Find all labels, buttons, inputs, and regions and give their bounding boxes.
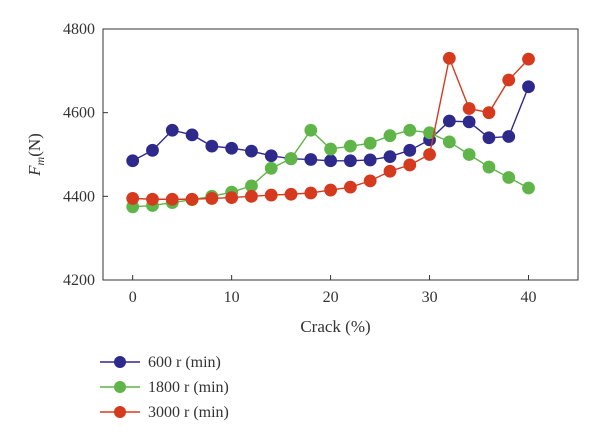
plot-border [102, 28, 579, 281]
data-point [245, 144, 258, 158]
data-point [343, 154, 357, 168]
legend-item: 1800 r (min) [100, 379, 229, 396]
y-tick-label: 4800 [63, 21, 95, 38]
plot-frame [102, 28, 579, 281]
x-axis-title: Crack (%) [300, 317, 370, 336]
data-point [363, 174, 377, 188]
x-tick-label: 10 [224, 289, 240, 306]
data-point [442, 135, 456, 149]
y-axis-title-main: F [25, 165, 44, 177]
legend-marker [114, 406, 126, 418]
data-point [383, 129, 397, 143]
y-axis-title-unit: (N) [25, 133, 44, 157]
data-point [482, 106, 496, 120]
data-point [205, 139, 219, 153]
y-tick-label: 4600 [63, 105, 95, 122]
data-point [324, 183, 338, 197]
data-point [324, 142, 338, 156]
y-tick-label: 4400 [63, 188, 95, 205]
y-axis-title: Fm(N) [25, 133, 47, 177]
data-point [146, 143, 159, 157]
data-point [284, 152, 298, 166]
data-point [324, 154, 338, 168]
data-point [442, 51, 456, 65]
data-point [304, 153, 318, 166]
data-point [343, 139, 357, 153]
data-point [126, 192, 140, 205]
data-point [304, 186, 318, 200]
x-tick-label: 40 [521, 289, 537, 306]
data-point [502, 73, 516, 87]
data-point [146, 192, 159, 206]
data-point [245, 189, 258, 203]
data-point [383, 150, 397, 163]
legend-item: 3000 r (min) [100, 404, 229, 421]
data-point [403, 123, 417, 137]
data-point [522, 80, 535, 94]
series-layer [126, 51, 535, 214]
data-point [442, 114, 456, 128]
data-point [423, 126, 436, 140]
data-point [462, 102, 476, 115]
data-point [522, 52, 535, 66]
data-point [126, 154, 140, 168]
data-point [304, 123, 318, 137]
legend-label: 3000 r (min) [148, 404, 229, 421]
data-point [165, 123, 179, 137]
series-3 [126, 51, 535, 206]
data-point [502, 130, 516, 143]
data-point [225, 191, 239, 204]
data-point [363, 136, 377, 150]
data-point [185, 128, 199, 142]
data-point [205, 192, 219, 205]
y-tick-label: 4200 [63, 272, 95, 289]
data-point [185, 192, 199, 206]
legend-marker [114, 356, 126, 368]
data-point [462, 148, 476, 161]
data-point [383, 164, 397, 178]
data-point [264, 149, 278, 163]
legend-item: 600 r (min) [100, 354, 221, 371]
y-axis-title-sub: m [33, 156, 47, 165]
data-point [363, 153, 377, 167]
data-point [423, 148, 436, 161]
axes: 0 10 20 30 40 4200 4400 4600 4800 Crack (%) Fm(N) [25, 21, 537, 336]
data-point [482, 160, 496, 174]
data-point [264, 188, 278, 202]
x-tick-label: 20 [323, 289, 339, 306]
data-point [462, 115, 476, 129]
legend-marker [114, 381, 126, 393]
data-point [403, 143, 417, 157]
data-point [522, 181, 535, 195]
series-1 [126, 80, 535, 168]
data-point [284, 187, 298, 201]
legend-label: 600 r (min) [148, 354, 221, 371]
data-point [502, 171, 516, 184]
legend-label: 1800 r (min) [148, 379, 229, 396]
legend: 600 r (min) 1800 r (min) 3000 r (min) [100, 354, 229, 421]
data-point [482, 131, 496, 145]
x-tick-label: 30 [422, 289, 438, 306]
data-point [264, 161, 278, 175]
data-point [225, 141, 239, 155]
data-point [343, 180, 357, 194]
data-point [403, 158, 417, 172]
x-tick-label: 0 [129, 289, 137, 306]
data-point [165, 192, 179, 206]
